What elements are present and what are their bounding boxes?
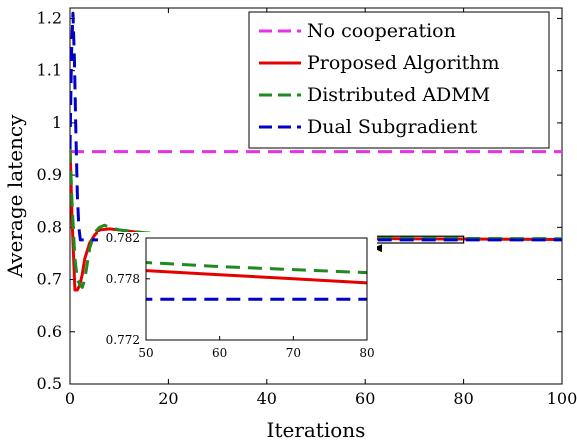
y-tick-label: 1 [52,113,62,132]
legend: No cooperation Proposed Algorithm Distribu… [248,11,550,149]
legend-entry: No cooperation [307,20,456,42]
y-tick-label: 1.2 [37,8,62,27]
inset-plot-area: 50 60 70 80 0.772 0.778 0.782 [98,231,377,368]
inset-x-tick-label: 80 [359,346,374,360]
zoom-arrow-head [373,244,383,253]
inset-y-tick-label: 0.772 [106,333,140,347]
legend-box [248,11,550,149]
legend-entry: Proposed Algorithm [307,52,500,74]
inset-y-tick-label: 0.778 [106,272,140,286]
x-axis-label: Iterations [267,418,366,442]
x-tick-label: 0 [65,389,75,408]
x-tick-label: 60 [355,389,375,408]
y-tick-label: 0.9 [37,165,62,184]
legend-entry: Dual Subgradient [307,116,478,138]
inset-x-tick-label: 60 [212,346,227,360]
inset-x-tick-label: 50 [138,346,153,360]
x-tick-label: 20 [158,389,178,408]
y-tick-label: 0.5 [37,374,62,393]
main-plot-area: 0 20 40 60 80 100 0.5 0.6 0.7 0.8 0.9 1 1.1 1.2 [37,7,577,408]
x-tick-label: 40 [257,389,277,408]
y-tick-label: 1.1 [37,61,62,80]
series-line [70,148,562,289]
y-tick-label: 0.7 [37,270,62,289]
inset-frame [145,237,368,341]
y-tick-label: 0.6 [37,322,62,341]
y-axis-label: Average latency [3,114,27,279]
x-tick-label: 100 [547,389,577,408]
inset-series-line [146,269,367,285]
inset-series-line [146,260,367,275]
legend-entry: Distributed ADMM [307,84,490,106]
y-tick-label: 0.8 [37,217,62,236]
x-tick-label: 80 [453,389,473,408]
inset-x-tick-label: 70 [286,346,301,360]
inset-y-tick-label: 0.782 [106,231,140,245]
